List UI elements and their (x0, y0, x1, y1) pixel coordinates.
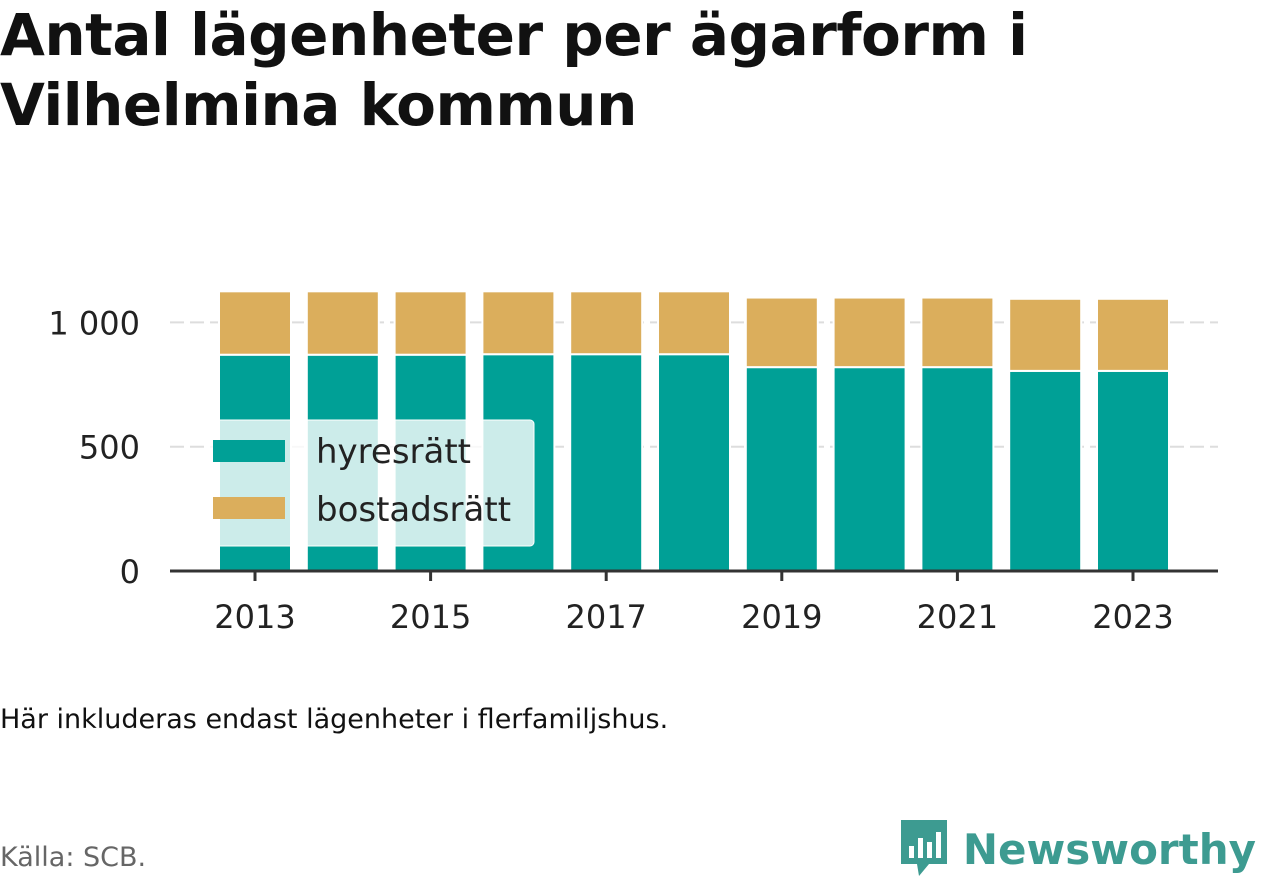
bar-bostadsratt-2014 (305, 290, 380, 356)
bar-bostadsratt-2021 (920, 296, 995, 369)
brand-logo: Newsworthy (899, 818, 1256, 880)
x-tick-label-2013: 2013 (214, 598, 295, 636)
chart-title: Antal lägenheter per ägarform i Vilhelmi… (0, 1, 1028, 139)
y-tick-label-1000: 1 000 (48, 304, 140, 342)
bar-bostadsratt-2023 (1096, 297, 1170, 372)
bar-chart: 0 500 1 000 2013 2015 2017 2019 2021 2023 hyres… (48, 290, 1218, 636)
bar-bostadsratt-2020 (832, 296, 907, 369)
source-text: Källa: SCB. (0, 842, 147, 873)
legend-background (207, 419, 535, 547)
bar-bostadsratt-2013 (218, 290, 292, 356)
bar-bostadsratt-2016 (481, 290, 556, 356)
bar-hyresratt-2019 (744, 366, 819, 573)
bar-bostadsratt-2022 (1008, 297, 1083, 372)
x-tick-label-2017: 2017 (565, 598, 646, 636)
legend-swatch-bostadsratt (213, 497, 285, 519)
bar-bostadsratt-2017 (569, 290, 644, 356)
brand-name: Newsworthy (962, 824, 1256, 874)
legend-swatch-hyresratt (213, 440, 285, 462)
bar-bostadsratt-2019 (744, 296, 819, 369)
x-tick-label-2019: 2019 (741, 598, 822, 636)
x-tick-label-2015: 2015 (390, 598, 471, 636)
y-tick-label-500: 500 (79, 429, 140, 467)
bar-hyresratt-2022 (1008, 369, 1083, 572)
legend-label-hyresratt: hyresrätt (316, 432, 471, 472)
bar-hyresratt-2021 (920, 366, 995, 573)
axes: 2013 2015 2017 2019 2021 2023 (170, 569, 1218, 636)
y-tick-label-0: 0 (120, 553, 140, 591)
chart-note: Här inkluderas endast lägenheter i flerf… (0, 704, 669, 735)
bar-bostadsratt-2018 (657, 290, 731, 356)
newsworthy-logo-icon (900, 820, 947, 876)
x-tick-label-2023: 2023 (1092, 598, 1173, 636)
legend-label-bostadsratt: bostadsrätt (316, 490, 511, 530)
legend: hyresrätt bostadsrätt (207, 419, 535, 547)
bar-hyresratt-2017 (569, 353, 644, 573)
bar-bostadsratt-2015 (393, 290, 468, 356)
bar-hyresratt-2020 (832, 366, 907, 573)
bar-hyresratt-2018 (657, 353, 731, 573)
x-tick-label-2021: 2021 (917, 598, 998, 636)
bar-hyresratt-2023 (1096, 369, 1170, 572)
